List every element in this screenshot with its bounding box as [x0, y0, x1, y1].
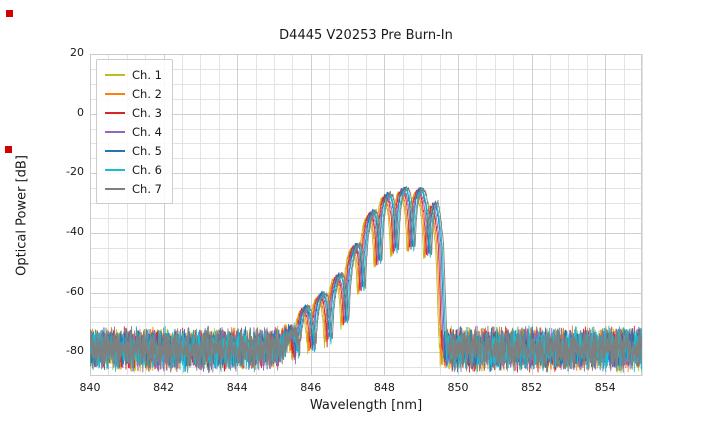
- y-axis-label: Optical Power [dB]: [14, 155, 30, 276]
- y-tick-label: 20: [70, 46, 84, 59]
- legend-line-swatch: [105, 130, 125, 133]
- red-marker-icon: [6, 10, 13, 17]
- x-tick-label: 840: [79, 381, 101, 394]
- legend-line-swatch: [105, 73, 125, 76]
- legend-line-swatch: [105, 92, 125, 95]
- legend-item: Ch. 5: [105, 141, 162, 160]
- y-tick-label: -80: [66, 344, 84, 358]
- x-tick-label: 852: [521, 381, 543, 394]
- legend-label: Ch. 5: [132, 143, 162, 158]
- legend-item: Ch. 3: [105, 103, 162, 122]
- y-tick-label: -20: [66, 165, 84, 179]
- legend-line-swatch: [105, 111, 125, 114]
- legend-label: Ch. 3: [132, 105, 162, 120]
- legend-label: Ch. 6: [132, 162, 162, 177]
- legend-label: Ch. 4: [132, 124, 162, 139]
- legend-item: Ch. 7: [105, 179, 162, 198]
- x-tick-label: 844: [226, 381, 248, 394]
- legend: Ch. 1 Ch. 2 Ch. 3 Ch. 4 Ch. 5 Ch. 6 Ch. 7: [96, 59, 173, 204]
- legend-line-swatch: [105, 168, 125, 171]
- legend-item: Ch. 1: [105, 65, 162, 84]
- y-tick-label: -60: [66, 284, 84, 298]
- x-tick-label: 848: [373, 381, 395, 394]
- red-marker-icon: [5, 146, 12, 153]
- x-tick-label: 842: [153, 381, 175, 394]
- y-tick-label: 0: [77, 105, 84, 119]
- legend-label: Ch. 7: [132, 181, 162, 196]
- legend-item: Ch. 6: [105, 160, 162, 179]
- x-tick-label: 846: [300, 381, 322, 394]
- legend-line-swatch: [105, 187, 125, 190]
- x-tick-label: 854: [594, 381, 616, 394]
- chart-title: D4445 V20253 Pre Burn-In: [279, 28, 453, 43]
- y-tick-label: -40: [66, 224, 84, 238]
- legend-label: Ch. 2: [132, 86, 162, 101]
- x-tick-label: 850: [447, 381, 469, 394]
- x-axis-label: Wavelength [nm]: [309, 398, 423, 413]
- legend-line-swatch: [105, 149, 125, 152]
- legend-item: Ch. 4: [105, 122, 162, 141]
- legend-item: Ch. 2: [105, 84, 162, 103]
- legend-label: Ch. 1: [132, 67, 162, 82]
